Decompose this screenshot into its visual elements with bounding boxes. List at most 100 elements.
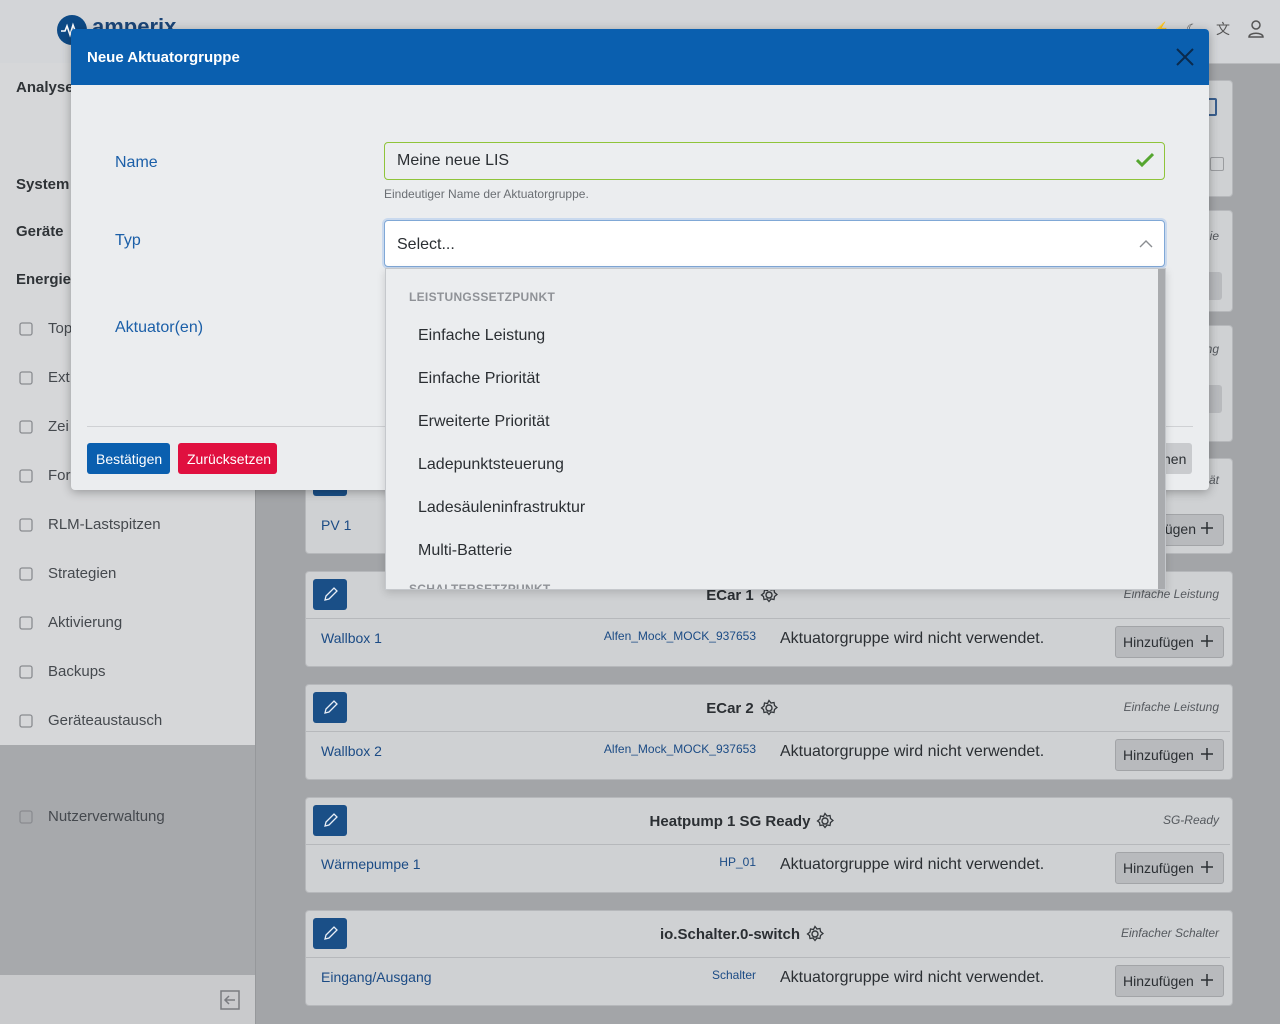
status-text: Aktuatorgruppe wird nicht verwendet. xyxy=(780,856,1045,873)
plus xyxy=(1200,747,1214,761)
device-name[interactable]: Wärmepumpe 1 xyxy=(321,856,421,872)
dropdown-option[interactable]: Erweiterte Priorität xyxy=(418,413,550,430)
status-text: Aktuatorgruppe wird nicht verwendet. xyxy=(780,743,1045,760)
nav-icon xyxy=(19,567,33,581)
reset-label: Zurücksetzen xyxy=(187,451,272,467)
valid-check xyxy=(1136,152,1154,168)
device-name[interactable]: Eingang/Ausgang xyxy=(321,969,432,985)
field-label: Aktuator(en) xyxy=(115,319,204,336)
nav-item[interactable]: Geräteaustausch xyxy=(48,712,163,729)
modal-header xyxy=(71,29,1209,85)
nav-item[interactable]: Aktivierung xyxy=(48,614,123,631)
nav-item[interactable]: Strategien xyxy=(48,565,117,582)
type-select[interactable] xyxy=(384,220,1165,267)
card-divider xyxy=(306,957,1230,958)
group-type: Einfacher Schalter xyxy=(1120,926,1219,940)
option-group: LEISTUNGSSETZPUNKT xyxy=(409,290,556,304)
add-button-label: Hinzufügen xyxy=(1123,634,1194,650)
nav-item[interactable]: For xyxy=(48,467,71,484)
device-id: Alfen_Mock_MOCK_937653 xyxy=(603,629,756,643)
dropdown: LEISTUNGSSETZPUNKT Einfache Leistung Einfa… xyxy=(385,268,1166,590)
device-name[interactable]: Wallbox 1 xyxy=(321,630,382,646)
name-input[interactable] xyxy=(384,142,1165,180)
group-title: Heatpump 1 SG Ready xyxy=(649,813,811,830)
nav-section: Geräte xyxy=(16,223,64,240)
nav-item[interactable]: Backups xyxy=(48,663,106,680)
nav-icon xyxy=(19,371,33,385)
collapse-icon[interactable] xyxy=(220,990,240,1010)
settings-icon[interactable] xyxy=(806,925,825,943)
nav-section: Analyse xyxy=(16,79,74,96)
dropdown-option[interactable]: Multi-Batterie xyxy=(418,542,513,559)
dropdown-option[interactable]: Ladepunktsteuerung xyxy=(418,456,564,473)
field-label: Typ xyxy=(115,232,141,249)
nav-item[interactable]: Nutzerverwaltung xyxy=(48,808,165,825)
nav-icon xyxy=(19,714,33,728)
select-placeholder[interactable]: Select... xyxy=(397,236,455,253)
group-type: Einfache Leistung xyxy=(1123,587,1219,601)
card-divider xyxy=(306,844,1230,845)
dropdown-option[interactable]: Einfache Priorität xyxy=(418,370,540,387)
nav-icon xyxy=(19,665,33,679)
reset-button[interactable] xyxy=(178,443,277,474)
card-divider xyxy=(306,731,1230,732)
edit-button[interactable] xyxy=(313,805,347,836)
group-type: SG-Ready xyxy=(1162,813,1219,827)
dropdown-option[interactable]: Einfache Leistung xyxy=(418,327,546,344)
edit-button[interactable] xyxy=(313,918,347,949)
modal-title: Neue Aktuatorgruppe xyxy=(87,49,240,66)
status-text: Aktuatorgruppe wird nicht verwendet. xyxy=(780,630,1045,647)
nav-item[interactable]: RLM-Lastspitzen xyxy=(48,516,161,533)
nav-icon xyxy=(19,518,33,532)
card xyxy=(305,910,1233,1006)
add-button[interactable] xyxy=(1115,852,1224,884)
input-value[interactable]: Meine neue LIS xyxy=(397,152,510,169)
group-title: ECar 2 xyxy=(706,700,754,717)
card-divider xyxy=(306,618,1230,619)
nav-item[interactable]: Top xyxy=(48,320,73,337)
nav-item[interactable]: Zei xyxy=(48,418,69,435)
add-button-label: Hinzufügen xyxy=(1123,747,1194,763)
select-chevron xyxy=(1139,240,1153,248)
dropdown-option[interactable]: Ladesäuleninfrastruktur xyxy=(418,499,586,516)
add-button[interactable] xyxy=(1115,626,1224,658)
nav-section: Energie xyxy=(16,271,72,288)
confirm-label: Bestätigen xyxy=(96,451,163,467)
device-name[interactable]: Wallbox 2 xyxy=(321,743,382,759)
edit-button[interactable] xyxy=(313,692,347,723)
group-title: ECar 1 xyxy=(706,587,754,604)
help-text: Eindeutiger Name der Aktuatorgruppe. xyxy=(384,187,589,201)
edit-button[interactable] xyxy=(313,579,347,610)
group-type: ie xyxy=(1209,229,1219,243)
settings-icon[interactable] xyxy=(816,812,835,830)
add-button-label: Hinzufügen xyxy=(1123,860,1194,876)
add-button[interactable] xyxy=(1115,965,1224,997)
close-label: nen xyxy=(1163,451,1187,467)
confirm-button[interactable] xyxy=(87,443,170,474)
nav-icon xyxy=(19,420,33,434)
nav-section: System xyxy=(16,176,70,193)
dropdown-scrollbar[interactable] xyxy=(1158,269,1165,589)
checkbox[interactable] xyxy=(1210,157,1224,171)
status-text: Aktuatorgruppe wird nicht verwendet. xyxy=(780,969,1045,986)
plus xyxy=(1200,860,1214,874)
nav-item[interactable]: Ext. xyxy=(48,369,74,386)
device-id: Schalter xyxy=(711,968,756,982)
settings-icon[interactable] xyxy=(760,586,778,604)
add-button[interactable] xyxy=(1115,739,1224,771)
plus xyxy=(1200,521,1214,535)
device-name: PV 1 xyxy=(321,517,352,533)
add-button-label: fügen xyxy=(1160,521,1196,537)
settings-icon[interactable] xyxy=(760,699,778,717)
sidebar-footer xyxy=(0,975,255,1024)
modal-close[interactable] xyxy=(1175,47,1195,67)
plus xyxy=(1200,634,1214,648)
card xyxy=(305,797,1233,893)
nav-icon xyxy=(19,616,33,630)
group-type: Einfache Leistung xyxy=(1123,700,1219,714)
nav-icon xyxy=(19,469,33,483)
option-group: SCHALTERSETZPUNKT xyxy=(409,582,551,590)
group-type: ät xyxy=(1208,473,1219,487)
group-title: io.Schalter.0-switch xyxy=(659,926,801,943)
